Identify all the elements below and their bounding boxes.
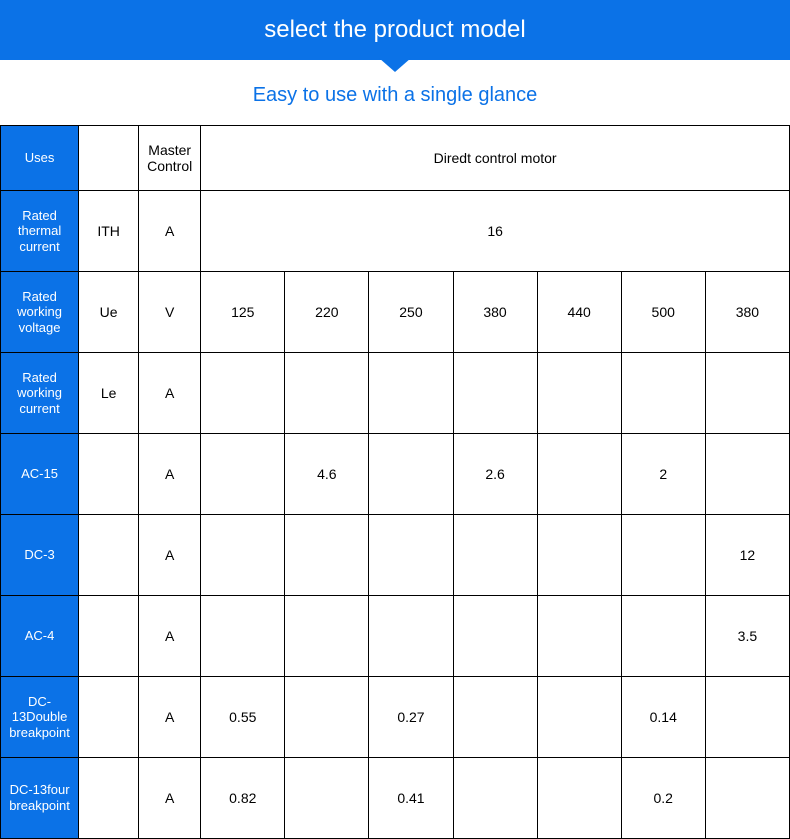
cell bbox=[79, 434, 139, 515]
cell bbox=[453, 353, 537, 434]
title-banner: select the product model bbox=[0, 0, 790, 60]
cell bbox=[705, 758, 789, 839]
cell: 125 bbox=[201, 272, 285, 353]
cell: 440 bbox=[537, 272, 621, 353]
cell: ITH bbox=[79, 191, 139, 272]
row-label: AC-4 bbox=[1, 596, 79, 677]
cell: V bbox=[139, 272, 201, 353]
cell: A bbox=[139, 191, 201, 272]
header-master-control: Master Control bbox=[139, 126, 201, 191]
cell: 0.2 bbox=[621, 758, 705, 839]
row-label: DC-3 bbox=[1, 515, 79, 596]
cell: 0.82 bbox=[201, 758, 285, 839]
banner-arrow-icon bbox=[379, 58, 411, 72]
cell bbox=[285, 515, 369, 596]
cell: A bbox=[139, 596, 201, 677]
cell: 380 bbox=[705, 272, 789, 353]
cell bbox=[621, 596, 705, 677]
cell bbox=[537, 677, 621, 758]
header-direct-control: Diredt control motor bbox=[201, 126, 790, 191]
cell: 0.14 bbox=[621, 677, 705, 758]
cell bbox=[453, 515, 537, 596]
row-label: DC-13Double breakpoint bbox=[1, 677, 79, 758]
cell bbox=[453, 677, 537, 758]
cell bbox=[369, 596, 453, 677]
cell bbox=[79, 596, 139, 677]
title-text: select the product model bbox=[264, 16, 525, 44]
table-row: Rated working voltage Ue V 125 220 250 3… bbox=[1, 272, 790, 353]
table-header-row: Uses Master Control Diredt control motor bbox=[1, 126, 790, 191]
cell bbox=[79, 515, 139, 596]
cell: 220 bbox=[285, 272, 369, 353]
cell bbox=[537, 596, 621, 677]
cell bbox=[285, 596, 369, 677]
cell bbox=[201, 434, 285, 515]
cell: Ue bbox=[79, 272, 139, 353]
table-row: DC-3 A 12 bbox=[1, 515, 790, 596]
cell bbox=[79, 758, 139, 839]
cell bbox=[453, 596, 537, 677]
cell bbox=[285, 758, 369, 839]
cell bbox=[201, 596, 285, 677]
cell: 2.6 bbox=[453, 434, 537, 515]
cell bbox=[369, 434, 453, 515]
cell bbox=[537, 515, 621, 596]
table-row: DC-13Double breakpoint A 0.55 0.27 0.14 bbox=[1, 677, 790, 758]
subtitle: Easy to use with a single glance bbox=[0, 84, 790, 107]
cell bbox=[621, 515, 705, 596]
cell: 380 bbox=[453, 272, 537, 353]
cell bbox=[201, 515, 285, 596]
cell bbox=[705, 353, 789, 434]
cell bbox=[537, 758, 621, 839]
table-row: Rated thermal current ITH A 16 bbox=[1, 191, 790, 272]
cell: A bbox=[139, 758, 201, 839]
row-label: AC-15 bbox=[1, 434, 79, 515]
cell: 0.27 bbox=[369, 677, 453, 758]
row-label: DC-13four breakpoint bbox=[1, 758, 79, 839]
row-label: Rated thermal current bbox=[1, 191, 79, 272]
cell: Le bbox=[79, 353, 139, 434]
cell bbox=[201, 353, 285, 434]
spec-table: Uses Master Control Diredt control motor… bbox=[0, 125, 790, 839]
cell: 0.55 bbox=[201, 677, 285, 758]
cell: 500 bbox=[621, 272, 705, 353]
cell: 3.5 bbox=[705, 596, 789, 677]
cell bbox=[79, 677, 139, 758]
cell: A bbox=[139, 353, 201, 434]
cell bbox=[369, 515, 453, 596]
table-row: AC-4 A 3.5 bbox=[1, 596, 790, 677]
cell: A bbox=[139, 434, 201, 515]
cell: 250 bbox=[369, 272, 453, 353]
row-label: Rated working current bbox=[1, 353, 79, 434]
table-row: DC-13four breakpoint A 0.82 0.41 0.2 bbox=[1, 758, 790, 839]
table-row: AC-15 A 4.6 2.6 2 bbox=[1, 434, 790, 515]
cell: 4.6 bbox=[285, 434, 369, 515]
cell bbox=[537, 434, 621, 515]
header-blank bbox=[79, 126, 139, 191]
cell bbox=[705, 434, 789, 515]
cell bbox=[537, 353, 621, 434]
cell bbox=[453, 758, 537, 839]
cell: 12 bbox=[705, 515, 789, 596]
row-label: Rated working voltage bbox=[1, 272, 79, 353]
cell bbox=[369, 353, 453, 434]
header-uses: Uses bbox=[1, 126, 79, 191]
cell bbox=[621, 353, 705, 434]
cell: A bbox=[139, 677, 201, 758]
cell bbox=[705, 677, 789, 758]
cell bbox=[285, 353, 369, 434]
cell: 2 bbox=[621, 434, 705, 515]
cell-span: 16 bbox=[201, 191, 790, 272]
cell: A bbox=[139, 515, 201, 596]
table-row: Rated working current Le A bbox=[1, 353, 790, 434]
cell: 0.41 bbox=[369, 758, 453, 839]
cell bbox=[285, 677, 369, 758]
